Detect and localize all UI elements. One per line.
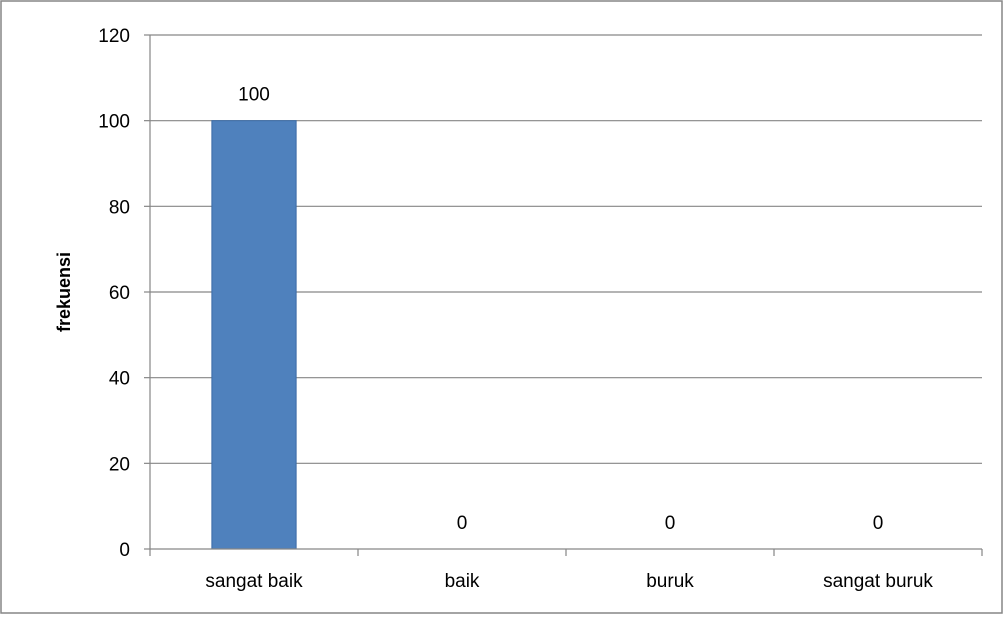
x-category-label: sangat buruk: [823, 571, 933, 592]
bar-sangat-baik: [211, 120, 297, 550]
y-tick-label: 0: [119, 540, 130, 561]
labels: 0 20 40 60 80 100 120 100 sangat baik 0 baik 0 buruk…: [98, 26, 933, 592]
y-tick-label: 20: [109, 454, 130, 475]
data-label: 0: [665, 513, 676, 534]
x-category-label: baik: [445, 571, 480, 592]
x-category-label: buruk: [646, 571, 694, 592]
y-tick-label: 60: [109, 283, 130, 304]
data-label: 0: [873, 513, 884, 534]
data-label: 100: [238, 85, 270, 106]
y-tick-label: 40: [109, 369, 130, 390]
y-tick-label: 120: [98, 26, 130, 47]
y-tick-label: 80: [109, 197, 130, 218]
axes: [144, 34, 983, 556]
y-tick-label: 100: [98, 112, 130, 133]
bars: [211, 120, 297, 550]
x-category-label: sangat baik: [205, 571, 303, 592]
data-label: 0: [457, 513, 468, 534]
y-axis-title: frekuensi: [54, 252, 74, 332]
